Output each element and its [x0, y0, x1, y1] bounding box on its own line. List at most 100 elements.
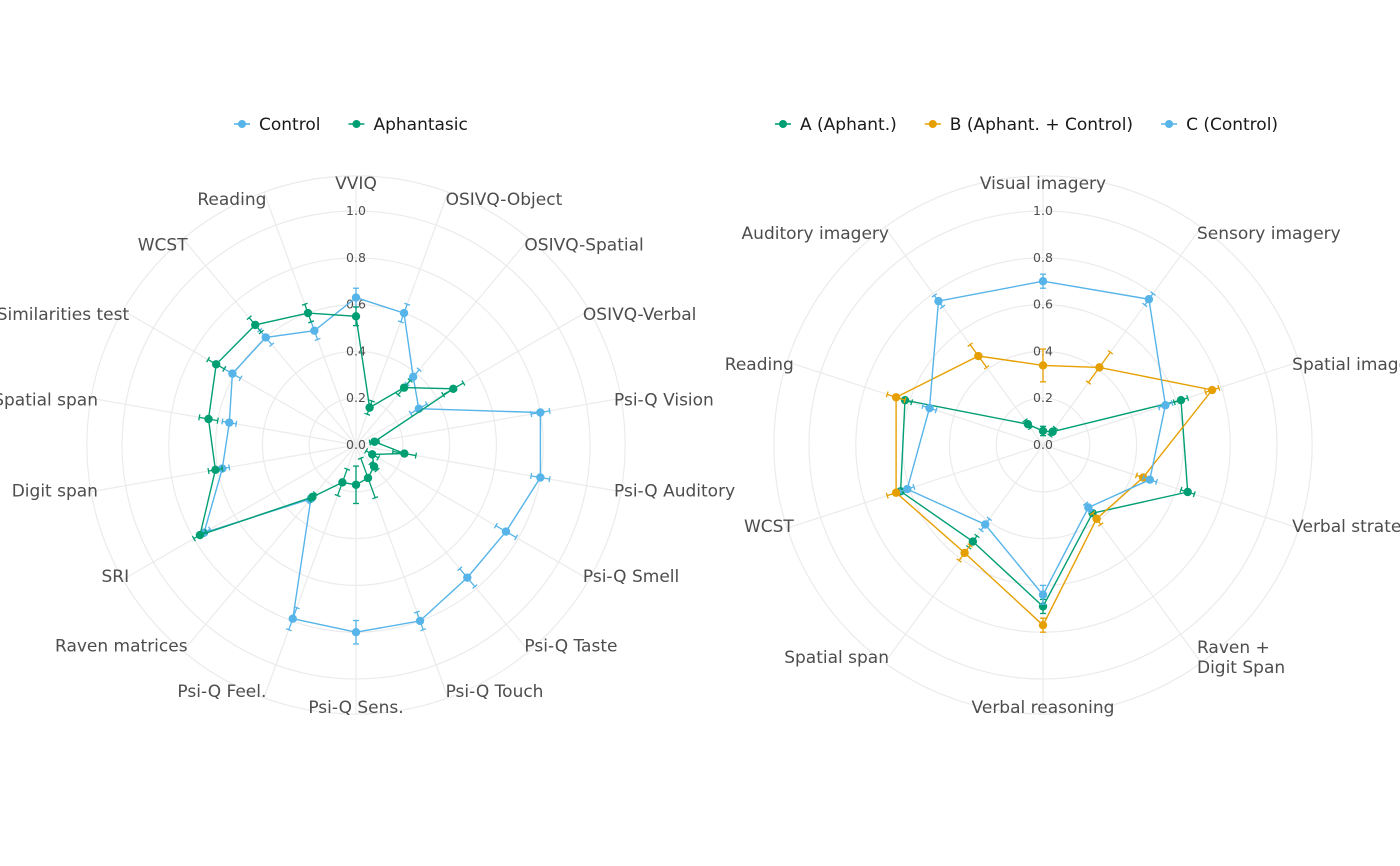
data-point-psi-q-vision	[370, 437, 379, 446]
category-label-sri: SRI	[101, 567, 129, 587]
category-label-spatial-span: Spatial span	[784, 648, 889, 668]
error-bar-cap	[246, 315, 252, 321]
error-bar-cap	[372, 496, 379, 500]
legend-item-c-control: C (Control)	[1161, 115, 1278, 135]
data-point-wcst	[903, 484, 912, 494]
grid-spoke	[1042, 444, 1300, 529]
data-point-sri	[195, 530, 205, 540]
grid-spoke	[884, 226, 1044, 446]
error-bar-cap	[1154, 478, 1159, 485]
error-bar-cap	[1203, 389, 1208, 396]
category-label-visual-imagery: Visual imagery	[980, 174, 1106, 194]
category-label-psi-q-taste: Psi-Q Taste	[524, 637, 617, 657]
legend-label: Control	[259, 115, 320, 135]
category-label-psi-q-vision: Psi-Q Vision	[614, 391, 714, 411]
error-bar-cap	[1089, 510, 1096, 516]
grid-spoke	[786, 361, 1044, 446]
data-point-reading	[303, 308, 313, 318]
category-label-verbal-reasoning: Verbal reasoning	[972, 698, 1115, 718]
data-point-vviq	[351, 312, 361, 321]
data-point-psi-q-smell	[501, 527, 511, 536]
radial-tick-label: 0.6	[1033, 297, 1053, 312]
category-label-psi-q-auditory: Psi-Q Auditory	[614, 481, 735, 501]
error-bar-cap	[1022, 418, 1028, 423]
error-bar-cap	[364, 447, 369, 454]
category-label-wcst: WCST	[744, 517, 794, 537]
radar-panel-left: 0.00.20.40.60.81.0VVIQOSIVQ-ObjectOSIVQ-…	[0, 115, 735, 718]
category-label-verbal-strategies: Verbal strategies	[1292, 517, 1400, 537]
radial-tick-label: 0.4	[346, 343, 366, 358]
error-bar-cap	[404, 302, 411, 306]
error-bar-cap	[312, 490, 319, 496]
error-bar-cap	[548, 476, 551, 483]
data-point-spatial-span	[981, 520, 990, 529]
category-label-raven-digit-span: Raven + Digit Span	[1197, 638, 1285, 678]
error-bar-cap	[934, 407, 938, 414]
error-bar-cap	[397, 320, 404, 324]
legend-item-aphantasic: Aphantasic	[348, 115, 468, 135]
radial-tick-label: 1.0	[346, 203, 366, 218]
grid-spoke	[182, 444, 357, 652]
data-point-spatial-imagery	[1207, 385, 1217, 395]
grid-spoke	[355, 309, 590, 446]
error-bar-cap	[357, 456, 364, 460]
legend: Control Aphantasic	[234, 115, 468, 135]
category-label-similarities-test: Similarities test	[0, 305, 129, 325]
error-bar-cap	[222, 366, 227, 372]
radial-tick-label: 0.0	[1033, 437, 1053, 452]
data-point-wcst	[251, 320, 260, 330]
error-bar-cap	[203, 528, 209, 535]
grid-spoke	[355, 238, 530, 446]
error-bar-cap	[198, 414, 201, 421]
legend-label: B (Aphant. + Control)	[950, 115, 1133, 135]
error-bar-cap	[1052, 425, 1059, 431]
grid-spoke	[122, 444, 357, 581]
error-bar-cap	[967, 342, 973, 347]
legend-label: A (Aphant.)	[800, 115, 897, 135]
legend-label: Aphantasic	[373, 115, 467, 135]
data-point-osivq-object	[399, 308, 409, 318]
legend: A (Aphant.) B (Aphant. + Control) C (Contr…	[775, 115, 1278, 135]
data-point-osivq-spatial	[399, 383, 409, 392]
category-label-reading: Reading	[197, 190, 266, 210]
grid-spoke	[1042, 226, 1202, 446]
category-label-auditory-imagery: Auditory imagery	[742, 224, 889, 244]
data-point-auditory-imagery	[934, 296, 943, 306]
data-point-wcst	[261, 333, 270, 342]
data-point-sensory-imagery	[1048, 427, 1057, 436]
radial-tick-label: 0.8	[346, 250, 366, 265]
legend-marker-icon	[352, 120, 361, 128]
data-point-raven-matrices	[308, 492, 317, 502]
grid-spoke	[355, 444, 530, 652]
radial-tick-label: 0.2	[1033, 390, 1053, 405]
error-bar-cap	[983, 365, 990, 370]
data-point-reading	[310, 326, 319, 335]
error-bar-cap	[899, 488, 903, 495]
error-bar-cap	[228, 464, 231, 471]
data-point-spatial-span	[225, 418, 234, 427]
data-point-sensory-imagery	[1144, 295, 1154, 304]
error-bar-cap	[221, 418, 224, 425]
category-label-psi-q-feel: Psi-Q Feel.	[177, 682, 266, 702]
error-bar-cap	[395, 392, 401, 398]
category-label-vviq: VVIQ	[335, 174, 377, 194]
category-label-digit-span: Digit span	[12, 481, 98, 501]
data-point-psi-q-touch	[363, 473, 373, 483]
category-label-osivq-verbal: OSIVQ-Verbal	[583, 305, 697, 325]
data-point-psi-q-sens	[351, 480, 361, 489]
radial-tick-label: 0.8	[1033, 250, 1053, 265]
error-bar-cap	[1107, 349, 1114, 355]
legend-marker-icon	[238, 120, 246, 128]
error-bar-cap	[1134, 472, 1139, 479]
category-label-psi-q-sens: Psi-Q Sens.	[308, 698, 403, 718]
error-bar-cap	[269, 342, 275, 348]
error-bar-cap	[1170, 400, 1174, 407]
category-label-sensory-imagery: Sensory imagery	[1197, 224, 1341, 244]
error-bar-cap	[1157, 404, 1161, 411]
data-point-wcst	[891, 488, 901, 497]
data-point-sensory-imagery	[1095, 363, 1104, 372]
data-point-verbal-reasoning	[1038, 590, 1048, 599]
error-bar-cap	[931, 293, 938, 298]
data-point-visual-imagery	[1038, 361, 1048, 370]
